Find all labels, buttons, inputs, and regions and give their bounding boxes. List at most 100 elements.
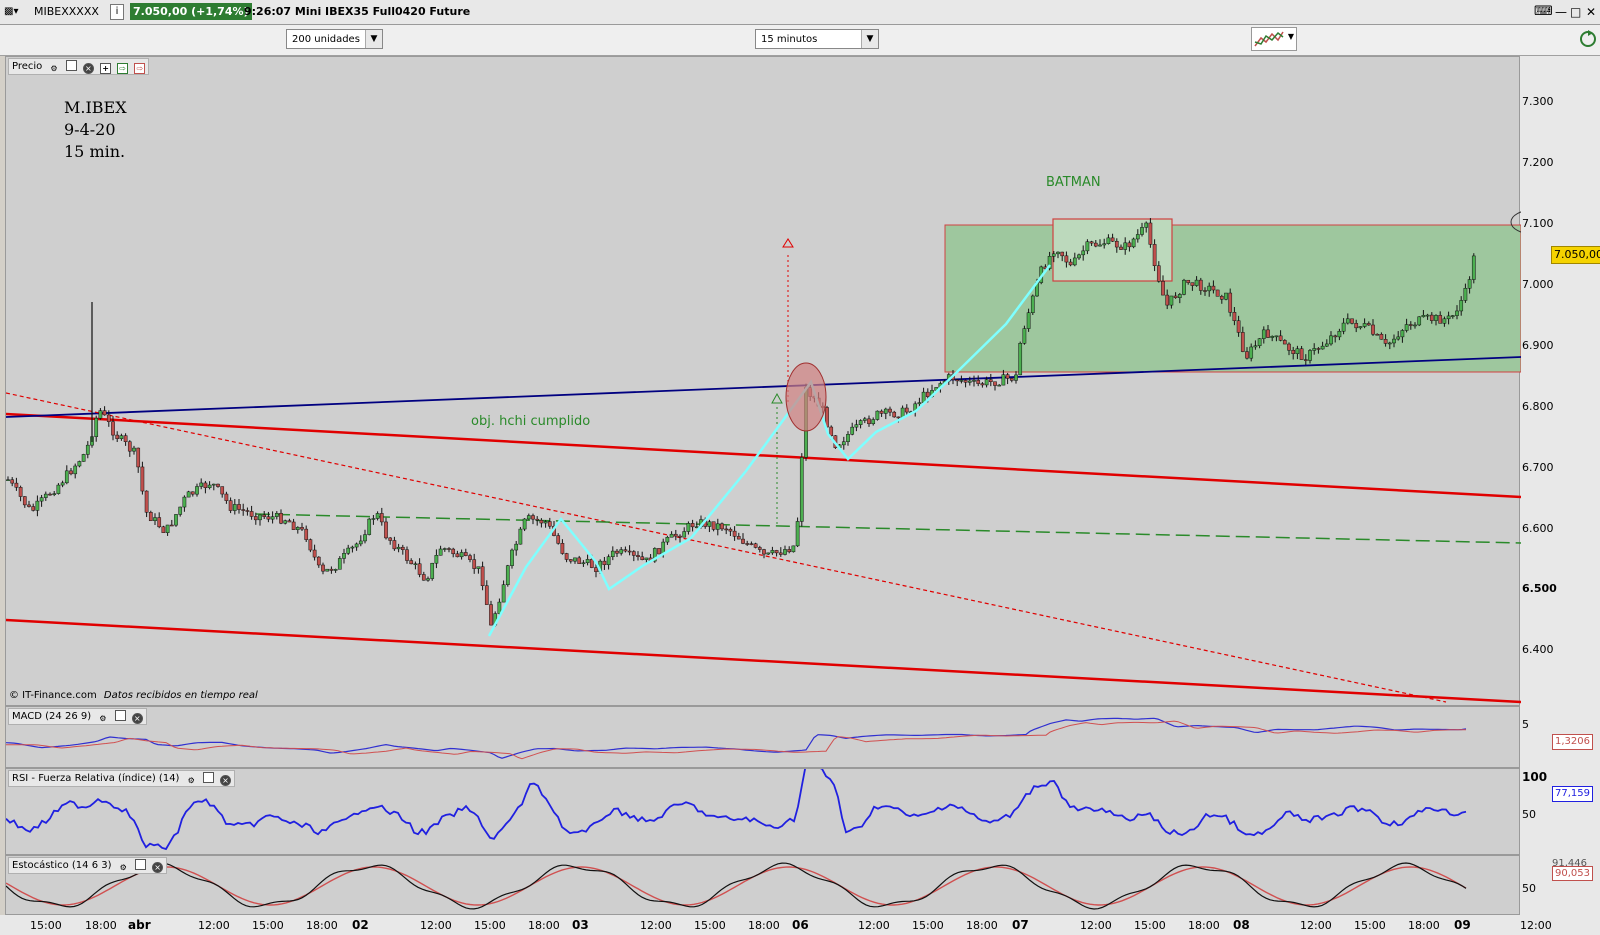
- candle-body: [266, 516, 271, 520]
- macd-panel-label: MACD (24 26 9) ⚙ ×: [8, 708, 147, 725]
- current-price-badge: 7.050,00: [1551, 246, 1600, 264]
- candle-body: [1068, 261, 1073, 266]
- price-tick: 6.600: [1522, 522, 1554, 535]
- keyboard-icon[interactable]: ⌨: [1534, 4, 1553, 19]
- candle-body: [657, 548, 661, 555]
- up-triangle-icon: [771, 392, 783, 404]
- candle-body: [1366, 323, 1371, 326]
- remove-icon[interactable]: ⇨: [134, 63, 146, 74]
- candle-body: [1471, 255, 1476, 280]
- candle-body: [795, 521, 800, 547]
- chart-type-button[interactable]: ▼: [1251, 27, 1297, 51]
- minimize-icon[interactable]: —: [1555, 5, 1567, 19]
- candle-body: [119, 435, 124, 439]
- wrench-icon[interactable]: ⚙: [119, 863, 127, 872]
- candle-body: [514, 543, 519, 551]
- candle-body: [1278, 335, 1283, 341]
- close-icon[interactable]: ×: [152, 862, 164, 873]
- add-icon[interactable]: +: [100, 63, 112, 74]
- export-icon[interactable]: ⇨: [117, 63, 129, 74]
- price-tick: 6.400: [1522, 643, 1554, 656]
- candle-body: [631, 551, 636, 556]
- candle-body: [169, 524, 174, 527]
- stoch-label-text: Estocástico (14 6 3): [12, 860, 112, 871]
- candle-body: [1232, 312, 1237, 321]
- candle-body: [413, 563, 418, 566]
- maximize-icon[interactable]: □: [1570, 5, 1582, 19]
- time-tick: 15:00: [474, 919, 506, 932]
- time-tick: 15:00: [30, 919, 62, 932]
- candle-body: [724, 528, 729, 531]
- candle-body: [652, 548, 657, 562]
- symbol-label[interactable]: MIBEXXXXX: [34, 5, 99, 18]
- candle-body: [1392, 338, 1396, 344]
- candle-body: [1467, 279, 1472, 289]
- candle-body: [531, 515, 535, 520]
- rsi-panel-label: RSI - Fuerza Relativa (índice) (14) ⚙ ×: [8, 770, 236, 787]
- stoch-tick: 50: [1522, 882, 1536, 895]
- macd-signal-line: [6, 720, 1466, 760]
- candle-body: [6, 479, 10, 481]
- candle-body: [1119, 246, 1123, 250]
- wrench-icon[interactable]: ⚙: [99, 714, 107, 723]
- candle-body: [1030, 295, 1035, 313]
- candle-body: [203, 482, 208, 488]
- wrench-icon[interactable]: ⚙: [50, 64, 58, 73]
- candle-body: [426, 578, 430, 581]
- refresh-icon[interactable]: [1578, 27, 1598, 51]
- candle-body: [1434, 315, 1438, 321]
- interval-select[interactable]: 15 minutos ▼: [755, 29, 879, 49]
- pattern-path: [487, 264, 1052, 637]
- window-icon[interactable]: [114, 710, 126, 721]
- time-tick: 12:00: [198, 919, 230, 932]
- candle-body: [144, 490, 149, 513]
- window-icon[interactable]: [202, 772, 214, 783]
- candle-body: [1131, 238, 1136, 248]
- candle-body: [543, 521, 548, 524]
- dotted-trend-line: [6, 392, 1447, 703]
- candle-body: [1274, 335, 1279, 338]
- candle-body: [1400, 330, 1405, 338]
- candle-body: [1266, 329, 1270, 338]
- window-icon[interactable]: [65, 60, 77, 71]
- candle-body: [1165, 294, 1170, 306]
- units-select[interactable]: 200 unidades ▼: [286, 29, 383, 49]
- wrench-icon[interactable]: ⚙: [187, 776, 195, 785]
- copyright-text: © IT-Finance.com: [9, 690, 97, 701]
- candle-body: [304, 528, 309, 540]
- objective-label: obj. hchi cumplido: [471, 414, 591, 429]
- candle-body: [573, 557, 577, 562]
- candle-body: [1093, 242, 1098, 247]
- close-icon[interactable]: ×: [82, 63, 94, 74]
- target-ellipse: [1510, 211, 1521, 233]
- candle-body: [279, 513, 283, 524]
- close-icon[interactable]: ✕: [1586, 5, 1597, 19]
- candle-body: [963, 380, 968, 383]
- candle-body: [1051, 253, 1056, 257]
- rsi-tick: 50: [1522, 808, 1536, 821]
- info-icon[interactable]: i: [110, 4, 124, 20]
- candle-body: [405, 549, 409, 561]
- candle-body: [1198, 279, 1203, 291]
- candle-body: [400, 546, 405, 550]
- candle-body: [606, 556, 611, 566]
- candle-body: [526, 515, 531, 520]
- candle-body: [1312, 348, 1317, 351]
- candle-body: [1022, 328, 1027, 344]
- candle-body: [1421, 315, 1426, 318]
- window-menu-icon[interactable]: ▩▾: [4, 6, 19, 17]
- highlight-ellipse: [785, 362, 827, 432]
- candle-body: [190, 491, 195, 495]
- time-tick: 15:00: [252, 919, 284, 932]
- candle-body: [766, 552, 771, 555]
- candle-body: [539, 520, 544, 524]
- price-label-text: Precio: [12, 61, 43, 72]
- candle-body: [94, 417, 99, 437]
- close-icon[interactable]: ×: [131, 713, 143, 724]
- candle-body: [602, 560, 607, 566]
- close-icon[interactable]: ×: [220, 775, 232, 786]
- candle-body: [1089, 241, 1094, 244]
- price-change-badge: 7.050,00 (+1,74%): [130, 3, 252, 20]
- window-icon[interactable]: [134, 859, 146, 870]
- candle-body: [245, 510, 250, 512]
